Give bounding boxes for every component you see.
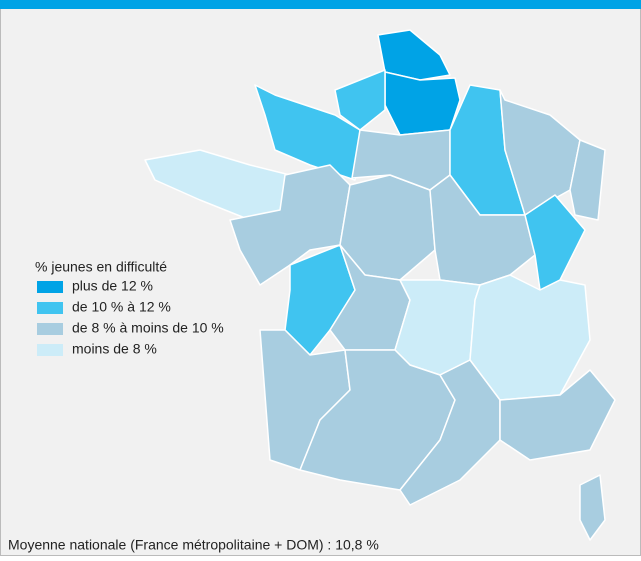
region: [569, 139, 606, 221]
region: [254, 84, 361, 181]
region: [499, 369, 616, 461]
legend-swatch: [37, 302, 63, 314]
legend-swatch: [37, 344, 63, 356]
region: [429, 174, 536, 286]
legend-swatch: [37, 323, 63, 335]
legend-label: de 10 % à 12 %: [72, 299, 171, 315]
region: [384, 71, 461, 136]
legend-title: % jeunes en difficulté: [35, 259, 167, 275]
region: [334, 69, 386, 131]
region: [469, 274, 591, 401]
regions: [144, 29, 616, 541]
legend: plus de 12 % de 10 % à 12 % de 8 % à moins…: [37, 278, 224, 357]
footer: Moyenne nationale (France métropolitaine…: [8, 537, 379, 553]
legend-label: moins de 8 %: [72, 341, 157, 357]
legend-label: de 8 % à moins de 10 %: [72, 320, 224, 336]
region: [399, 359, 501, 506]
legend-swatch: [37, 281, 63, 293]
top-bar: [0, 0, 641, 9]
legend-label: plus de 12 %: [72, 278, 153, 294]
region: [579, 474, 606, 541]
